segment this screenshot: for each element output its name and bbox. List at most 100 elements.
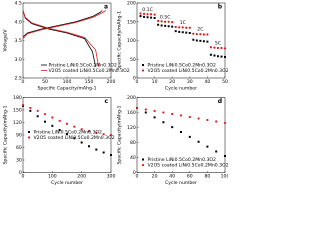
x-tick-label: 100 — [221, 174, 228, 180]
point — [178, 26, 181, 29]
point — [139, 15, 142, 18]
point — [167, 25, 170, 28]
x-tick-label: 80 — [204, 174, 210, 180]
point — [164, 20, 167, 23]
point — [199, 39, 202, 42]
x-tick-label: 50 — [42, 79, 48, 85]
point — [195, 33, 198, 36]
point — [185, 26, 188, 29]
y-tick-label: 0 — [133, 170, 136, 176]
legend-swatch — [28, 131, 30, 133]
x-tick-label: 0 — [22, 79, 25, 85]
annotation: 1C — [180, 20, 186, 26]
point — [21, 103, 25, 107]
point — [143, 15, 146, 18]
y-axis-label: Voltage/V — [3, 29, 9, 52]
point — [216, 46, 220, 50]
point — [144, 111, 147, 114]
point — [202, 33, 205, 36]
point — [185, 31, 188, 34]
point — [178, 30, 181, 33]
point — [167, 20, 170, 23]
y-tick-label: 80 — [130, 140, 136, 146]
annotation: 5C — [215, 41, 221, 47]
point — [102, 133, 105, 136]
annotation: 0.1C — [142, 7, 153, 13]
point — [188, 115, 191, 119]
x-tick-label: 0 — [22, 174, 25, 180]
point — [36, 109, 39, 112]
point — [144, 108, 147, 111]
point — [179, 114, 183, 117]
y-tick-label: 150 — [127, 19, 136, 25]
x-tick-label: 150 — [85, 79, 94, 85]
legend-swatch — [27, 136, 31, 139]
point — [109, 133, 113, 137]
y-tick-label: 3.5 — [14, 38, 21, 44]
point — [174, 30, 177, 33]
point — [223, 121, 227, 125]
x-axis-label: Cycle number — [165, 86, 197, 92]
y-axis-label: Specific Capacity/mAhg-1 — [117, 105, 123, 164]
y-tick-label: 100 — [127, 38, 136, 44]
point — [206, 40, 209, 43]
point — [181, 26, 184, 29]
point — [192, 38, 195, 41]
legend-label: V2O5 coated LiNi0.5Co0.2Mn0.3O2 — [148, 68, 229, 74]
y-tick-label: 50 — [130, 57, 136, 63]
y-tick-label: 180 — [13, 95, 22, 101]
y-tick-label: 2.5 — [14, 76, 21, 82]
point — [160, 24, 163, 27]
point — [195, 39, 198, 42]
panel-label: a — [104, 4, 108, 11]
point — [213, 46, 216, 49]
point — [149, 13, 153, 16]
legend-swatch — [141, 69, 145, 72]
point — [206, 145, 209, 148]
point — [213, 54, 216, 57]
point — [153, 109, 156, 113]
x-tick-label: 30 — [187, 79, 193, 85]
point — [65, 122, 69, 125]
legend-label: V2O5 coated LiNi0.5Co0.2Mn0.3O2 — [148, 163, 229, 169]
point — [216, 55, 219, 58]
y-tick-label: 3.0 — [14, 57, 21, 63]
point — [29, 106, 32, 110]
point — [73, 125, 76, 128]
point — [36, 115, 39, 118]
legend-label: Pristine LiNi0.5Co0.2Mn0.3O2 — [148, 63, 216, 69]
point — [215, 120, 218, 123]
point — [188, 26, 191, 29]
x-tick-label: 20 — [152, 174, 158, 180]
x-tick-label: 200 — [77, 174, 86, 180]
point — [188, 135, 191, 138]
x-axis-label: Cycle number — [165, 180, 197, 186]
point — [44, 120, 46, 123]
point — [51, 124, 54, 127]
point — [153, 116, 156, 119]
point — [58, 119, 61, 122]
x-tick-label: 100 — [48, 174, 57, 180]
panel-label: c — [104, 98, 108, 105]
legend-label: V2O5 coated LiNi0.5Co0.2Mn0.3O2 — [49, 68, 130, 74]
point — [174, 25, 177, 29]
point — [202, 40, 205, 43]
point — [157, 19, 160, 23]
x-tick-label: 0 — [136, 174, 139, 180]
y-tick-label: 150 — [13, 108, 22, 114]
y-tick-label: 60 — [16, 145, 22, 151]
point — [171, 126, 174, 129]
point — [87, 130, 91, 133]
x-axis-label: Specific Capacity/mAhg-1 — [38, 86, 97, 92]
point — [95, 148, 98, 151]
y-axis-label: Specific Capacity/mAhg-1 — [3, 105, 9, 164]
y-tick-label: 90 — [16, 133, 22, 139]
y-tick-label: 200 — [127, 95, 136, 101]
point — [188, 32, 191, 34]
point — [199, 33, 202, 36]
point — [181, 31, 184, 34]
legend-label: Pristine LiNi0.5Co0.2Mn0.3O2 — [148, 157, 216, 163]
y-tick-label: 200 — [127, 1, 136, 7]
y-tick-label: 4.0 — [14, 19, 21, 25]
